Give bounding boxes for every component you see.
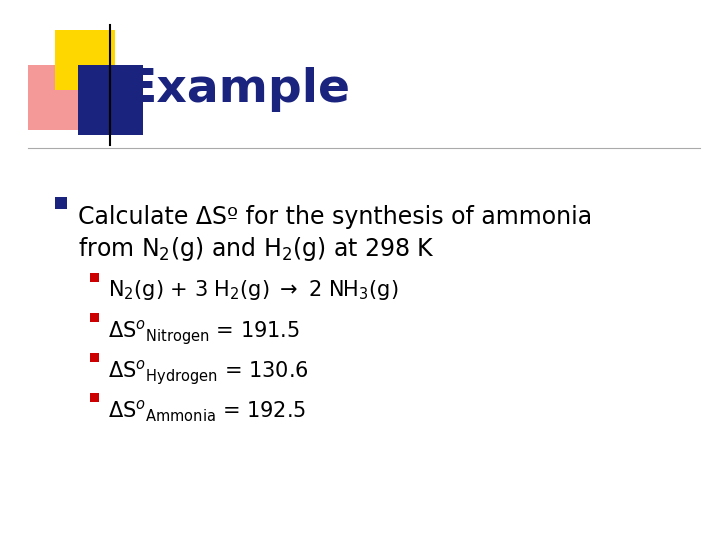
FancyBboxPatch shape — [90, 393, 99, 402]
FancyBboxPatch shape — [28, 65, 96, 130]
Text: N$_2$(g) + 3 H$_2$(g) $\rightarrow$ 2 NH$_3$(g): N$_2$(g) + 3 H$_2$(g) $\rightarrow$ 2 NH… — [108, 278, 398, 302]
FancyBboxPatch shape — [55, 197, 67, 209]
Text: $\Delta$S$^o$$_{\mathrm{Nitrogen}}$ = 191.5: $\Delta$S$^o$$_{\mathrm{Nitrogen}}$ = 19… — [108, 318, 300, 347]
Text: Example: Example — [125, 68, 351, 112]
FancyBboxPatch shape — [78, 65, 143, 135]
Text: $\Delta$S$^o$$_{\mathrm{Ammonia}}$ = 192.5: $\Delta$S$^o$$_{\mathrm{Ammonia}}$ = 192… — [108, 398, 306, 423]
FancyBboxPatch shape — [90, 273, 99, 282]
FancyBboxPatch shape — [55, 30, 115, 90]
Text: $\Delta$S$^o$$_{\mathrm{Hydrogen}}$ = 130.6: $\Delta$S$^o$$_{\mathrm{Hydrogen}}$ = 13… — [108, 358, 309, 387]
FancyBboxPatch shape — [90, 353, 99, 362]
Text: Calculate ΔSº for the synthesis of ammonia: Calculate ΔSº for the synthesis of ammon… — [78, 205, 592, 229]
FancyBboxPatch shape — [90, 313, 99, 322]
Text: from N$_2$(g) and H$_2$(g) at 298 K: from N$_2$(g) and H$_2$(g) at 298 K — [78, 235, 435, 263]
